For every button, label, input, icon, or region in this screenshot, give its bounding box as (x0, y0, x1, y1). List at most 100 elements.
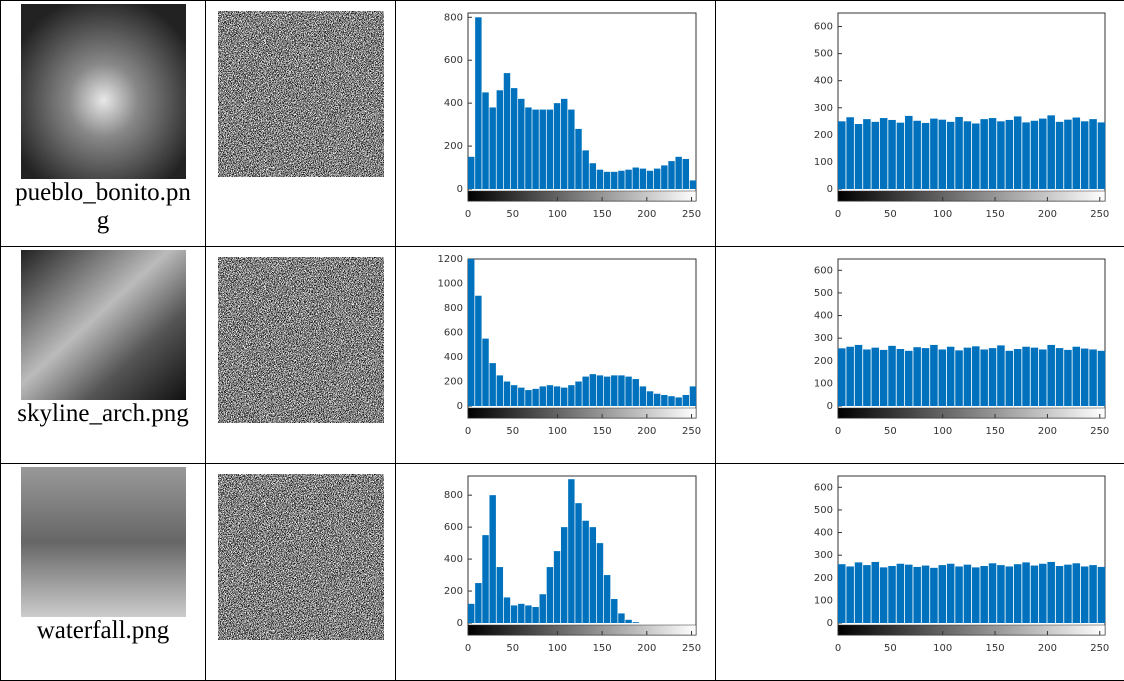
y-tick-label: 400 (814, 528, 833, 539)
x-tick-label: 50 (506, 426, 519, 437)
bar (675, 397, 681, 406)
bar (913, 567, 921, 623)
noise (218, 257, 384, 423)
bar (675, 157, 681, 189)
x-tick-label: 150 (986, 643, 1005, 654)
bar (654, 394, 660, 406)
bar (888, 346, 896, 406)
x-tick-label: 100 (933, 209, 952, 220)
y-tick-label: 0 (827, 401, 833, 412)
y-tick-label: 300 (814, 103, 833, 114)
bar (955, 566, 963, 623)
bar (1047, 115, 1055, 189)
bar (1039, 564, 1047, 623)
bar (939, 120, 947, 189)
bar (625, 170, 631, 189)
colorbar (468, 625, 696, 635)
x-tick-label: 50 (506, 643, 519, 654)
bar (1064, 120, 1072, 189)
bar (590, 163, 596, 189)
bar (525, 605, 531, 623)
bar (1014, 564, 1022, 623)
bar (997, 565, 1005, 623)
bar (1089, 119, 1097, 189)
bar (838, 348, 846, 406)
bar (625, 620, 631, 623)
y-tick-label: 0 (827, 184, 833, 195)
photo (21, 250, 186, 400)
bar (972, 123, 980, 189)
bar (532, 110, 538, 189)
bar (482, 92, 488, 189)
encrypted-cell (206, 247, 396, 464)
encrypted-cell (206, 1, 396, 247)
bar (930, 568, 938, 623)
bar (997, 345, 1005, 406)
bar (540, 110, 546, 189)
bar (1073, 563, 1081, 623)
bar (661, 165, 667, 189)
x-tick-label: 250 (682, 209, 701, 220)
bar (1064, 565, 1072, 623)
bar (846, 566, 854, 623)
bar (582, 150, 588, 189)
x-tick-label: 250 (1090, 643, 1109, 654)
x-tick-label: 250 (682, 426, 701, 437)
y-tick-label: 600 (814, 482, 833, 493)
encrypted-cell (206, 464, 396, 681)
bar (1073, 118, 1081, 189)
bar (611, 599, 617, 623)
y-tick-label: 500 (814, 49, 833, 60)
bar (683, 395, 689, 406)
bar (654, 169, 660, 189)
bar (1056, 566, 1064, 623)
bar (511, 605, 517, 623)
bar (561, 99, 567, 189)
bar (1056, 122, 1064, 189)
bar (1014, 116, 1022, 189)
y-tick-label: 500 (814, 505, 833, 516)
colorbar (838, 625, 1105, 635)
bar (989, 118, 997, 189)
bar (863, 349, 871, 406)
bar (518, 604, 524, 623)
bar (1047, 562, 1055, 623)
bar (872, 348, 880, 406)
colorbar (468, 408, 696, 418)
bar (863, 119, 871, 189)
file-name: waterfall.png (9, 617, 197, 645)
bar (540, 386, 546, 406)
x-tick-label: 250 (1090, 209, 1109, 220)
y-tick-label: 300 (814, 333, 833, 344)
x-tick-label: 100 (548, 426, 567, 437)
bar (947, 347, 955, 406)
x-tick-label: 50 (506, 209, 519, 220)
bar (1073, 347, 1081, 406)
bar (1056, 348, 1064, 406)
bar (905, 351, 913, 406)
x-tick-label: 150 (986, 209, 1005, 220)
bar (568, 479, 574, 623)
y-tick-label: 600 (444, 55, 463, 66)
bar (1081, 121, 1089, 189)
bar (475, 296, 481, 406)
bar (947, 564, 955, 623)
bar (855, 124, 863, 189)
x-tick-label: 0 (835, 643, 841, 654)
bar (489, 495, 495, 623)
bar (1031, 566, 1039, 623)
bar (1089, 565, 1097, 623)
x-tick-label: 0 (835, 426, 841, 437)
encrypted-image (218, 257, 384, 423)
original-image (21, 250, 186, 400)
bar (955, 117, 963, 189)
x-tick-label: 0 (465, 426, 471, 437)
photo (21, 467, 186, 617)
bar (475, 17, 481, 189)
